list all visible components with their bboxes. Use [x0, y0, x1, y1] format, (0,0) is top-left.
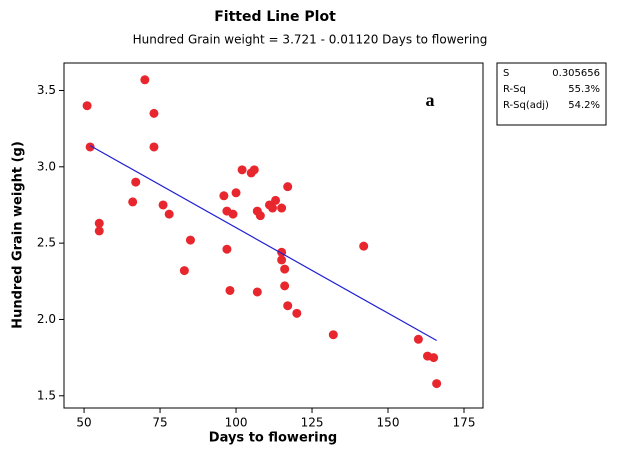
y-axis-label: Hundred Grain weight (g)	[11, 141, 26, 329]
point	[429, 353, 439, 363]
y-tick-label: 2.5	[37, 236, 56, 250]
x-tick-label: 125	[301, 416, 324, 430]
stat-name: S	[503, 68, 509, 79]
point	[283, 182, 293, 192]
point	[149, 142, 159, 152]
annotation: a	[426, 90, 435, 110]
point	[228, 209, 238, 219]
y-tick-label: 3.5	[37, 83, 56, 97]
point	[131, 177, 141, 187]
y-tick-label: 3.0	[37, 159, 56, 173]
point	[249, 165, 259, 175]
y-tick-label: 2.0	[37, 312, 56, 326]
stat-value: 54.2%	[568, 100, 600, 111]
fitted-line	[89, 145, 437, 342]
point	[94, 218, 104, 228]
point	[179, 266, 189, 276]
point	[432, 379, 442, 389]
chart-subtitle: Hundred Grain weight = 3.721 - 0.01120 D…	[133, 33, 488, 47]
point	[140, 75, 150, 85]
stat-name: R-Sq(adj)	[503, 100, 549, 111]
stat-value: 0.305656	[552, 68, 600, 79]
x-axis-label: Days to flowering	[209, 431, 337, 446]
point	[292, 308, 302, 318]
point	[359, 241, 369, 251]
point	[164, 209, 174, 219]
point	[277, 203, 287, 213]
point	[128, 197, 138, 207]
stats-box	[496, 62, 607, 126]
x-tick-label: 175	[453, 416, 476, 430]
x-tick-label: 150	[377, 416, 400, 430]
point	[225, 285, 235, 295]
x-tick-label: 50	[76, 416, 91, 430]
y-tick-label: 1.5	[37, 388, 56, 402]
plot-frame	[63, 62, 484, 409]
point	[280, 281, 290, 291]
point	[268, 203, 278, 213]
x-tick-label: 100	[225, 416, 248, 430]
point	[158, 200, 168, 210]
point	[413, 334, 423, 344]
point	[82, 101, 92, 111]
stat-name: R-Sq	[503, 84, 526, 95]
point	[237, 165, 247, 175]
point	[280, 264, 290, 274]
point	[149, 108, 159, 118]
point	[283, 301, 293, 311]
point	[219, 191, 229, 201]
stat-value: 55.3%	[568, 84, 600, 95]
point	[271, 195, 281, 205]
chart-title: Fitted Line Plot	[214, 9, 336, 25]
point	[231, 188, 241, 198]
point	[328, 330, 338, 340]
x-tick-label: 75	[152, 416, 167, 430]
point	[277, 255, 287, 265]
point	[185, 235, 195, 245]
point	[94, 226, 104, 236]
point	[85, 142, 95, 152]
point	[222, 244, 232, 254]
point	[255, 211, 265, 221]
point	[252, 287, 262, 297]
